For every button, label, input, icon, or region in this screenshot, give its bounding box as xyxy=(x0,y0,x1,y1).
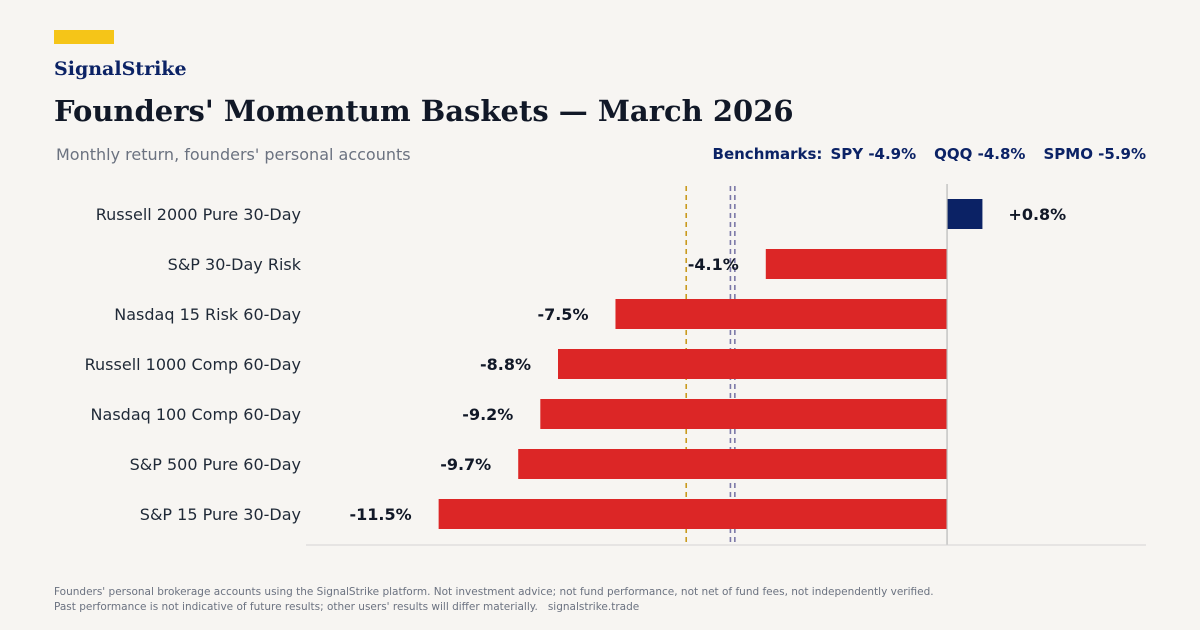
value-label-5: -9.7% xyxy=(440,455,491,474)
benchmark-qqq: QQQ -4.8% xyxy=(934,145,1026,163)
benchmark-spy: SPY -4.9% xyxy=(830,145,917,163)
value-label-3: -8.8% xyxy=(480,355,531,374)
site-link[interactable]: signalstrike.trade xyxy=(547,601,640,613)
benchmark-spmo: SPMO -5.9% xyxy=(1043,145,1146,163)
category-label-2: Nasdaq 15 Risk 60-Day xyxy=(114,305,301,324)
disclaimer-line-1: Founders' personal brokerage accounts us… xyxy=(54,586,934,598)
benchmarks-summary: Benchmarks: SPY -4.9% QQQ -4.8% SPMO -5.9% xyxy=(713,145,1146,163)
value-label-4: -9.2% xyxy=(462,405,513,424)
bar-1 xyxy=(765,249,948,279)
category-label-1: S&P 30-Day Risk xyxy=(168,255,302,274)
benchmarks-prefix: Benchmarks: xyxy=(712,145,823,163)
disclaimer-line-2: Past performance is not indicative of fu… xyxy=(54,600,934,615)
value-labels-group: +0.8% -4.1% -7.5% -8.8% -9.2% -9.7% -11.5% xyxy=(349,205,1066,524)
category-label-3: Russell 1000 Comp 60-Day xyxy=(85,355,301,374)
bar-6 xyxy=(438,499,948,529)
bar-0 xyxy=(947,199,983,229)
value-label-0: +0.8% xyxy=(1008,205,1066,224)
category-label-5: S&P 500 Pure 60-Day xyxy=(130,455,301,474)
brand-accent-bar xyxy=(54,30,114,44)
value-label-2: -7.5% xyxy=(537,305,588,324)
disclaimer-line-2-text: Past performance is not indicative of fu… xyxy=(54,601,538,613)
bar-3 xyxy=(558,349,948,379)
bar-4 xyxy=(540,399,948,429)
category-label-4: Nasdaq 100 Comp 60-Day xyxy=(91,405,301,424)
brand-name: SignalStrike xyxy=(54,58,187,80)
page-subtitle: Monthly return, founders' personal accou… xyxy=(56,145,411,164)
value-label-1: -4.1% xyxy=(688,255,739,274)
category-label-0: Russell 2000 Pure 30-Day xyxy=(96,205,301,224)
bar-5 xyxy=(518,449,948,479)
disclaimer-footer: Founders' personal brokerage accounts us… xyxy=(54,585,934,615)
benchmark-reference-lines xyxy=(685,186,736,545)
bar-2 xyxy=(615,299,948,329)
category-label-6: S&P 15 Pure 30-Day xyxy=(140,505,301,524)
category-labels-group: Russell 2000 Pure 30-Day S&P 30-Day Risk N… xyxy=(85,205,302,524)
page-title: Founders' Momentum Baskets — March 2026 xyxy=(54,94,794,128)
value-label-6: -11.5% xyxy=(349,505,411,524)
bars-group xyxy=(438,199,983,529)
